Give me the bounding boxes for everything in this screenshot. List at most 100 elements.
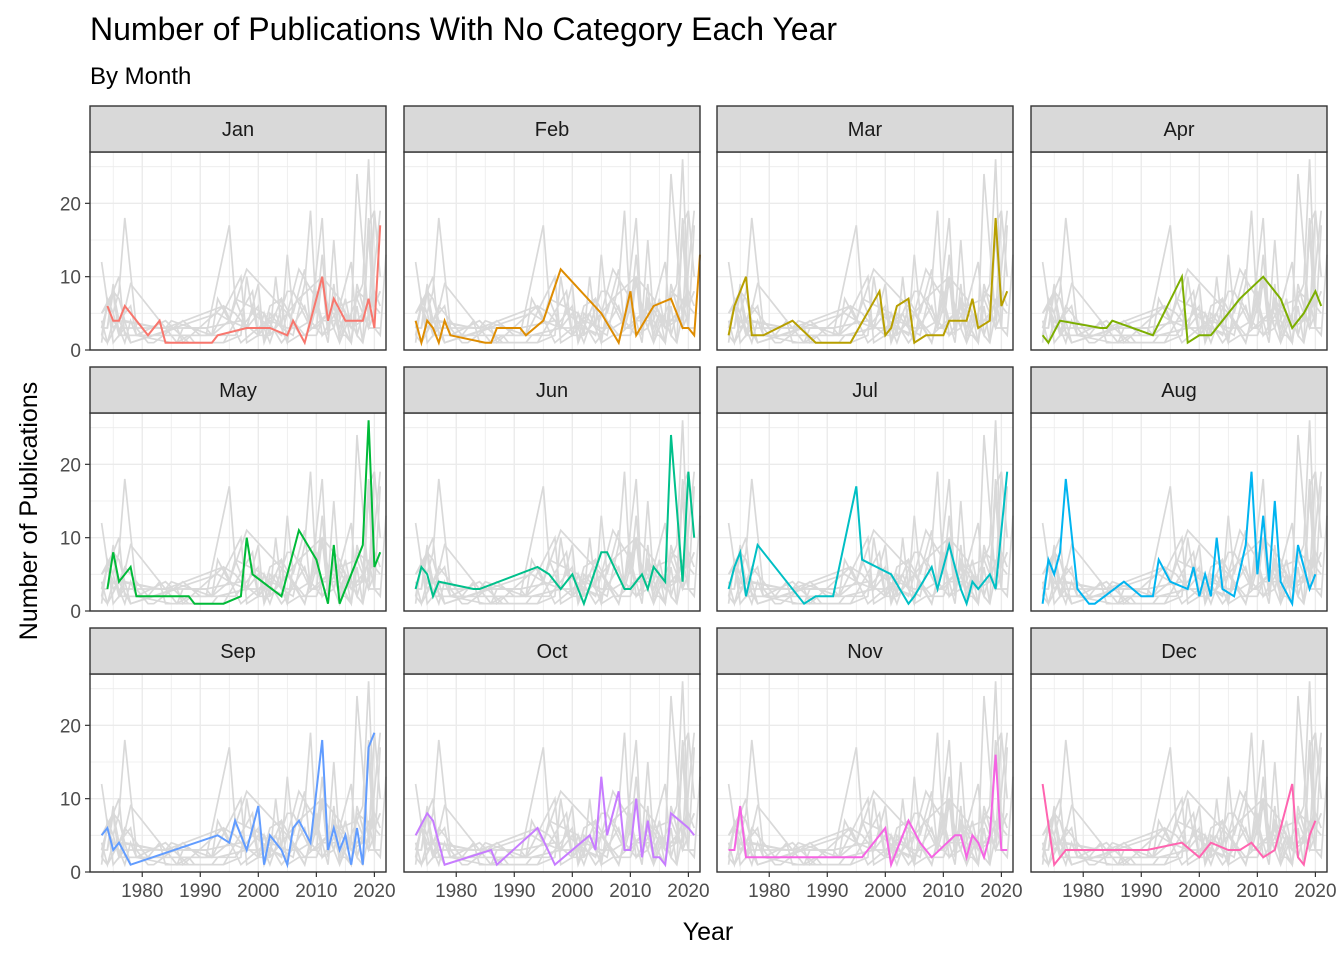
y-tick-label: 0 [70, 341, 81, 362]
strip-label: May [219, 380, 257, 402]
panel-nov: Nov 1980 1990 2000 2010 2020 [716, 627, 1023, 902]
strip-label: Aug [1161, 380, 1197, 402]
x-tick-label: 2000 [1178, 881, 1220, 902]
background-line-jun [414, 173, 696, 346]
strip-background [403, 627, 701, 675]
strip-background [716, 366, 1014, 414]
background-line-oct [100, 515, 381, 606]
panel-jun: Jun [403, 366, 701, 612]
strip-label: Jan [222, 119, 254, 141]
strip-background [716, 105, 1014, 153]
background-line-jun [100, 173, 382, 346]
series-line-jul [727, 471, 1009, 607]
background-line-nov [728, 493, 1008, 607]
panel-background [1031, 413, 1327, 611]
x-tick-label: 1980 [121, 881, 163, 902]
x-tick-label: 2020 [353, 881, 395, 902]
strip-background [403, 105, 701, 153]
panel-aug: Aug [1030, 366, 1328, 612]
background-series [727, 420, 1014, 608]
panel-background [717, 413, 1013, 611]
series-line-may [106, 420, 382, 605]
strip-label: Sep [220, 641, 256, 663]
strip-background [1030, 627, 1328, 675]
strip-background [89, 366, 387, 414]
background-line-nov [415, 232, 695, 346]
y-tick-label: 10 [60, 790, 81, 811]
background-line-jun [1041, 434, 1323, 607]
y-tick-label: 20 [60, 194, 81, 215]
strip-background [89, 105, 387, 153]
strip-label: Jun [536, 380, 568, 402]
panel-background [404, 674, 700, 872]
background-line-jun [100, 695, 382, 868]
background-line-dec [100, 261, 376, 345]
panels-layer: Jan 0 10 20 Feb Mar Apr May 0 10 20 Jun Jul Aug Sep 0 10… [60, 105, 1337, 902]
x-tick-label: 1990 [493, 881, 535, 902]
background-line-dec [727, 261, 1003, 345]
y-tick-label: 20 [60, 716, 81, 737]
x-tick-label: 2020 [1294, 881, 1336, 902]
strip-label: Nov [847, 641, 883, 663]
panel-may: May 0 10 20 [60, 366, 387, 623]
x-axis-title: Year [683, 918, 734, 946]
x-tick-label: 2000 [864, 881, 906, 902]
background-line-feb [727, 515, 1014, 608]
background-line-nov [415, 493, 695, 607]
background-line-oct [727, 254, 1008, 345]
background-line-oct [414, 254, 695, 345]
background-line-nov [101, 493, 381, 607]
series-line-dec [1041, 783, 1317, 868]
series-line-jan [106, 225, 382, 346]
background-line-dec [100, 783, 376, 867]
background-series [414, 420, 701, 608]
strip-label: Mar [848, 119, 883, 141]
panel-oct: Oct 1980 1990 2000 2010 2020 [403, 627, 710, 902]
background-line-feb [414, 776, 701, 869]
background-series [100, 434, 387, 608]
background-line-oct [100, 254, 381, 345]
x-tick-label: 1980 [748, 881, 790, 902]
y-tick-label: 10 [60, 268, 81, 289]
x-tick-label: 2010 [922, 881, 964, 902]
series-line-apr [1041, 273, 1323, 345]
background-line-dec [1041, 522, 1317, 606]
background-line-dec [1041, 261, 1317, 345]
series-line-nov [728, 754, 1008, 869]
background-line-dec [414, 783, 690, 867]
panel-mar: Mar [716, 105, 1014, 351]
background-line-dec [414, 522, 690, 606]
background-line-feb [100, 515, 387, 608]
background-line-nov [1042, 493, 1322, 607]
x-tick-label: 2000 [237, 881, 279, 902]
background-line-jun [1041, 695, 1323, 868]
strip-label: Apr [1163, 119, 1194, 141]
background-series [1041, 159, 1328, 347]
x-tick-label: 2010 [609, 881, 651, 902]
panel-jul: Jul [716, 366, 1014, 612]
x-tick-label: 1990 [806, 881, 848, 902]
x-tick-label: 2020 [980, 881, 1022, 902]
background-line-jun [1041, 173, 1323, 346]
y-tick-label: 10 [60, 529, 81, 550]
x-tick-label: 1990 [179, 881, 221, 902]
strip-label: Feb [535, 119, 569, 141]
background-line-oct [727, 776, 1008, 867]
background-line-jun [727, 695, 1009, 868]
series-line-jun [414, 434, 696, 607]
background-line-nov [415, 754, 695, 868]
background-line-feb [1041, 254, 1328, 347]
background-line-feb [1041, 515, 1328, 608]
x-tick-label: 1980 [435, 881, 477, 902]
background-line-feb [1041, 776, 1328, 869]
background-line-dec [100, 522, 376, 606]
series-line-sep [100, 732, 376, 869]
x-tick-label: 2020 [667, 881, 709, 902]
strip-background [89, 627, 387, 675]
background-series [1041, 681, 1328, 869]
x-tick-label: 2000 [551, 881, 593, 902]
panel-jan: Jan 0 10 20 [60, 105, 387, 362]
y-tick-label: 0 [70, 602, 81, 623]
y-tick-label: 0 [70, 863, 81, 884]
y-tick-label: 20 [60, 455, 81, 476]
